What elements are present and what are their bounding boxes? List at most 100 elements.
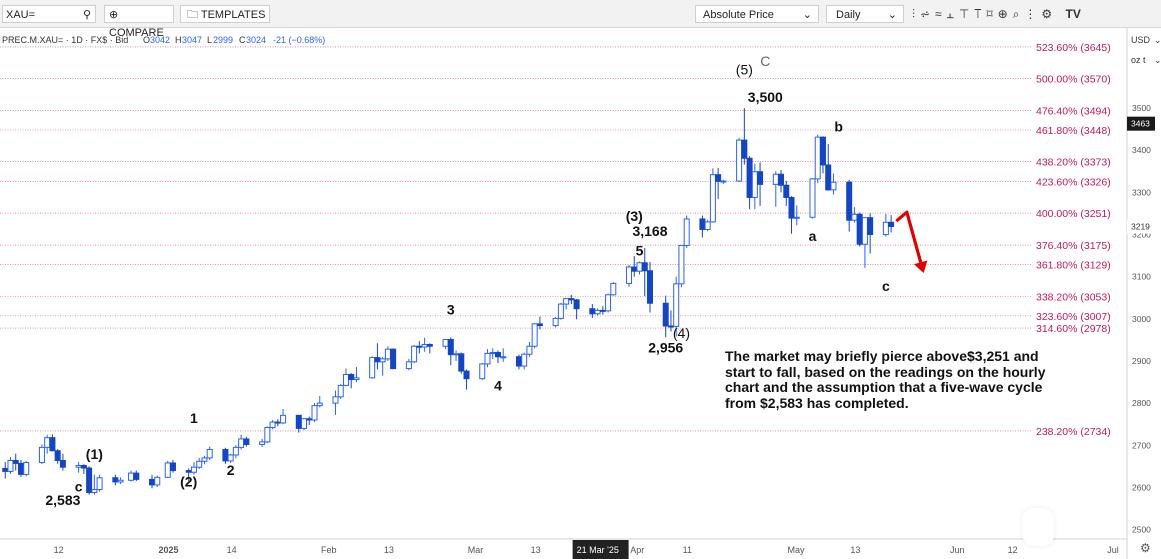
candle-body — [411, 345, 418, 363]
legend-c-value: 3024 — [246, 35, 266, 45]
y-tick-label: 3300 — [1132, 187, 1151, 197]
y-tick-label: 3000 — [1132, 314, 1151, 324]
candle-body — [301, 418, 308, 429]
compare-button[interactable]: ⊕ COMPARE — [104, 5, 174, 39]
candle-body — [416, 345, 423, 348]
candle-body — [75, 465, 82, 468]
price-chart[interactable]: 523.60% (3645) 500.00% (3570) 476.40% (349… — [0, 28, 1161, 559]
candle-body — [196, 460, 203, 468]
templates-button[interactable]: 🗀 TEMPLATES — [180, 5, 270, 23]
legend-h-label: H — [175, 35, 182, 45]
candle-body — [463, 370, 470, 380]
chart-tools-icons[interactable]: ⫶⩫≈⫠⊤⟙⌑⊕⌕⋮⚙ TV — [912, 5, 1161, 23]
candle-body — [337, 384, 344, 398]
candle-body — [17, 462, 24, 475]
y-tick-label: 3400 — [1132, 145, 1151, 155]
candle-body — [190, 466, 197, 473]
fib-label: 423.60% (3326) — [1036, 176, 1111, 188]
legend-ohlc: O 3042 H 3047 L 2999 C 3024 -21 (−0.68%) — [143, 35, 325, 45]
candle-body — [536, 323, 543, 327]
gear-icon[interactable]: ⚙ — [1140, 541, 1151, 555]
candle-body — [526, 345, 533, 355]
legend-o-label: O — [143, 35, 150, 45]
unit-selector[interactable]: oz t — [1131, 55, 1146, 65]
candle-body — [783, 184, 790, 198]
candle-body — [673, 283, 680, 327]
candle-body — [374, 357, 381, 363]
x-tick-label: 2025 — [158, 545, 178, 555]
legend-c-label: C — [239, 35, 246, 45]
candle-body — [704, 221, 711, 230]
wave-label: b — [834, 118, 843, 134]
interval-value: Daily — [836, 9, 861, 21]
candle-body — [594, 309, 601, 315]
wave-label: 3,500 — [748, 89, 783, 105]
candle-body — [379, 358, 386, 363]
candle-body — [232, 446, 239, 456]
candle-body — [699, 218, 706, 230]
candle-body — [332, 396, 339, 404]
candle-body — [610, 282, 617, 296]
candle-body — [353, 377, 360, 381]
candle-body — [348, 373, 355, 381]
legend-symbol-info: PREC.M.XAU= · 1D · FX$ · Bid — [2, 35, 128, 45]
wave-label: C — [760, 53, 770, 69]
fib-levels-layer: 523.60% (3645) 500.00% (3570) 476.40% (349… — [0, 42, 1111, 438]
fib-label: 361.80% (3129) — [1036, 259, 1111, 271]
currency-selector[interactable]: USD — [1131, 35, 1151, 45]
candle-body — [605, 294, 612, 312]
legend-l-value: 2999 — [213, 35, 233, 45]
fib-label: 461.80% (3448) — [1036, 125, 1111, 137]
candle-body — [757, 171, 764, 185]
legend-o-value: 3042 — [150, 35, 170, 45]
x-tick-label: Jul — [1107, 545, 1119, 555]
symbol-input[interactable]: XAU= ⚲ — [2, 5, 96, 23]
candle-body — [49, 437, 56, 452]
interval-select[interactable]: Daily ⌄ — [826, 5, 904, 23]
candle-body — [295, 414, 302, 429]
candle-body — [369, 357, 376, 379]
candle-body — [306, 418, 313, 421]
search-icon[interactable]: ⚲ — [82, 9, 91, 21]
candle-body — [238, 438, 245, 448]
y-tick-label: 2600 — [1132, 482, 1151, 492]
candle-body — [709, 174, 716, 223]
fib-label: 500.00% (3570) — [1036, 74, 1111, 86]
wave-label: 1 — [190, 410, 198, 426]
candle-body — [636, 262, 643, 272]
candle-body — [311, 405, 318, 421]
legend-h-value: 3047 — [182, 35, 202, 45]
x-tick-label: 21 Mar '25 — [577, 545, 619, 555]
candle-body — [149, 478, 156, 486]
x-tick-label: 13 — [531, 545, 541, 555]
fib-label: 314.60% (2978) — [1036, 323, 1111, 335]
y-tick-label: 3200 — [1132, 230, 1151, 240]
compare-label: COMPARE — [109, 27, 164, 39]
candle-body — [2, 467, 9, 472]
y-tick-label: 2900 — [1132, 356, 1151, 366]
candle-body — [280, 414, 287, 424]
price-type-select[interactable]: Absolute Price ⌄ — [695, 5, 819, 23]
current-price-badge-bg — [1127, 116, 1155, 131]
wave-label: 3 — [447, 302, 455, 318]
x-tick-label: Mar — [468, 545, 484, 555]
candle-body — [882, 221, 889, 236]
candle-body — [54, 450, 61, 461]
fib-label: 476.40% (3494) — [1036, 106, 1111, 118]
candle-body — [133, 472, 140, 480]
wave-label: (5) — [736, 61, 753, 77]
candle-body — [169, 462, 176, 472]
candle-body — [825, 164, 832, 191]
wave-label: 2,583 — [45, 492, 80, 508]
candle-body — [751, 171, 758, 198]
candle-body — [7, 459, 14, 472]
candle-body — [521, 353, 528, 367]
candle-body — [809, 178, 816, 218]
candle-body — [227, 454, 234, 462]
candle-body — [573, 299, 580, 310]
tool-icons-strip[interactable]: ⫶⩫≈⫠⊤⟙⌑⊕⌕⋮⚙ — [912, 7, 1058, 21]
chart-toolbar: XAU= ⚲ ⊕ COMPARE 🗀 TEMPLATES Absolute Pr… — [0, 0, 1161, 39]
wave-label: (1) — [86, 446, 103, 462]
candle-body — [631, 266, 638, 272]
wave-label: 2 — [227, 462, 235, 478]
